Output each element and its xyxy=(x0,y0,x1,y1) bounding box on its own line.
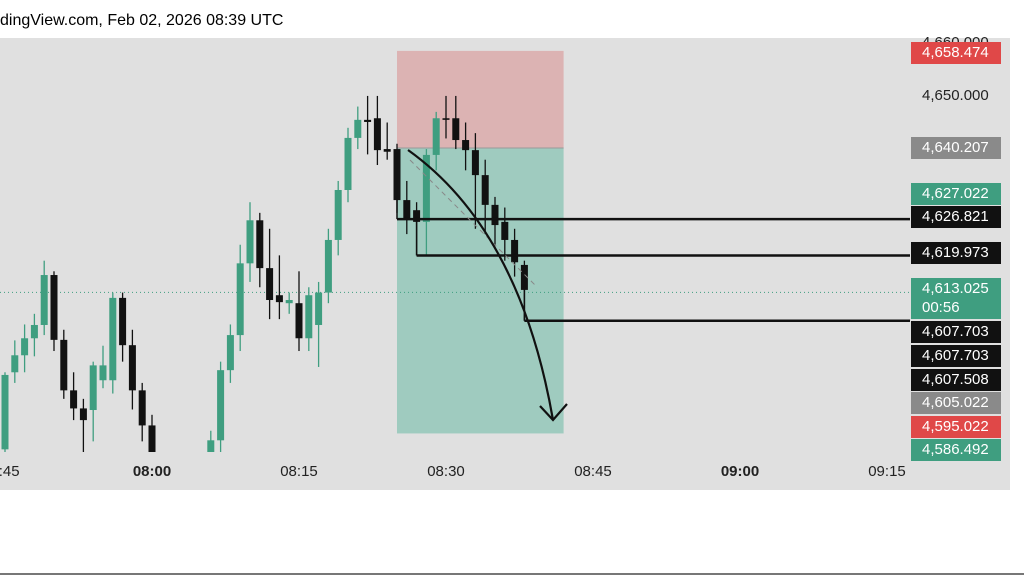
plot xyxy=(0,50,910,452)
candle-body xyxy=(79,408,87,421)
candle-body xyxy=(315,292,323,325)
price-label-box xyxy=(911,439,1001,461)
x-tick-label: 08:00 xyxy=(133,463,171,480)
candle-body xyxy=(226,335,234,371)
x-tick-label: 08:30 xyxy=(427,463,465,480)
candle-body xyxy=(60,339,68,391)
price-label: 4,619.973 xyxy=(922,244,989,261)
candle-body xyxy=(138,390,146,426)
x-tick-label: 7:45 xyxy=(0,463,20,480)
price-label-box xyxy=(911,297,1001,319)
candle-body xyxy=(334,189,342,240)
candle-body xyxy=(285,300,293,304)
price-label: 4,627.022 xyxy=(922,185,989,202)
candle-body xyxy=(462,140,470,151)
price-label: 4,607.703 xyxy=(922,323,989,340)
candle-body xyxy=(256,220,264,269)
candle-body xyxy=(30,324,38,339)
candle-body xyxy=(324,239,332,293)
candle-body xyxy=(511,239,519,263)
candle-body xyxy=(305,295,313,339)
candle-body xyxy=(236,263,244,336)
guide-line xyxy=(409,159,536,286)
axes: 4,650.0004,660.0004,658.4744,640.2074,62… xyxy=(911,34,1001,461)
candle-body xyxy=(422,154,430,222)
target-zone xyxy=(397,147,564,434)
stop-zone xyxy=(397,50,564,148)
candle-body xyxy=(520,264,528,290)
candle-body xyxy=(452,118,460,141)
candle-body xyxy=(119,297,127,346)
candle-body xyxy=(344,137,352,190)
price-label-box xyxy=(911,183,1001,205)
price-label: 4,607.703 xyxy=(922,347,989,364)
header: dingView.com, Feb 02, 2026 08:39 UTC xyxy=(0,12,283,29)
candle-body xyxy=(246,220,254,264)
candle-body xyxy=(481,175,489,205)
candle-body xyxy=(70,390,78,409)
candle-body xyxy=(11,355,19,373)
price-label: 4,613.025 xyxy=(922,280,989,297)
candle-body xyxy=(432,118,440,155)
candle-body xyxy=(21,338,29,356)
candle-body xyxy=(491,204,499,226)
price-label-box xyxy=(911,278,1001,300)
price-label-box xyxy=(911,369,1001,391)
x-tick-label: 09:00 xyxy=(721,463,759,480)
candle-body xyxy=(217,370,225,441)
price-label-box xyxy=(911,42,1001,64)
x-tick-label: 08:15 xyxy=(280,463,318,480)
candle-body xyxy=(413,210,421,222)
price-label: 4,605.022 xyxy=(922,394,989,411)
price-label-box xyxy=(911,345,1001,367)
candle-body xyxy=(50,275,58,340)
price-label-box xyxy=(911,242,1001,264)
candle-body xyxy=(354,119,362,138)
candle-body xyxy=(403,200,411,219)
candle-body xyxy=(89,365,97,411)
candle-body xyxy=(148,425,156,452)
price-label: 4,640.207 xyxy=(922,139,989,156)
candle-body xyxy=(207,440,215,452)
candle-body xyxy=(373,118,381,151)
candle-body xyxy=(501,221,509,240)
candle-body xyxy=(471,150,479,176)
candle-body xyxy=(1,374,9,450)
price-label-box xyxy=(911,206,1001,228)
price-label: 00:56 xyxy=(922,299,960,316)
candle-body xyxy=(275,295,283,303)
candle-body xyxy=(99,365,107,381)
price-label-box xyxy=(911,321,1001,343)
price-label-box xyxy=(911,137,1001,159)
arrow-head xyxy=(539,403,568,422)
candle-body xyxy=(109,297,117,381)
candle-body xyxy=(442,118,450,120)
price-label: 4,595.022 xyxy=(922,418,989,435)
x-tick-label: 08:45 xyxy=(574,463,612,480)
candle-body xyxy=(266,268,274,301)
candle-body xyxy=(364,119,372,122)
price-label: 4,607.508 xyxy=(922,371,989,388)
candle-body xyxy=(128,345,136,391)
arrow-curve xyxy=(407,149,555,421)
price-label-box xyxy=(911,392,1001,414)
price-label: 4,626.821 xyxy=(922,208,989,225)
candle-body xyxy=(295,303,303,339)
price-label: 4,586.492 xyxy=(922,441,989,458)
price-label: 4,658.474 xyxy=(922,44,989,61)
candle-body xyxy=(40,275,48,325)
price-label-box xyxy=(911,416,1001,438)
y-tick-label: 4,650.000 xyxy=(922,87,989,104)
x-tick-label: 09:15 xyxy=(868,463,906,480)
candle-body xyxy=(383,149,391,152)
